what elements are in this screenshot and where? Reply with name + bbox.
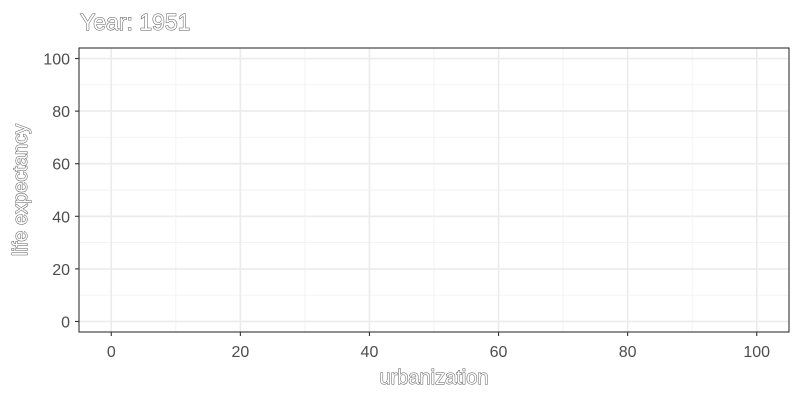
axes: 0 20 40 60 80 100 0 20 40 60 80 100 <box>43 52 770 361</box>
x-axis-title: urbanization <box>380 367 489 389</box>
panel-border <box>78 47 790 333</box>
y-tick-label: 40 <box>52 209 70 226</box>
x-tick-label: 60 <box>490 344 508 361</box>
x-tick-label: 20 <box>231 344 249 361</box>
y-tick-label: 0 <box>61 314 70 331</box>
y-tick-label: 60 <box>52 157 70 174</box>
x-tick-label: 40 <box>361 344 379 361</box>
x-tick-label: 0 <box>107 344 116 361</box>
grid <box>79 48 789 332</box>
y-tick-label: 20 <box>52 262 70 279</box>
chart-title: Year: 1951 <box>80 9 190 35</box>
x-tick-label: 80 <box>619 344 637 361</box>
y-tick-label: 100 <box>43 52 70 69</box>
x-tick-label: 100 <box>743 344 770 361</box>
y-tick-label: 80 <box>52 104 70 121</box>
y-axis-title: life expectancy <box>10 124 32 256</box>
